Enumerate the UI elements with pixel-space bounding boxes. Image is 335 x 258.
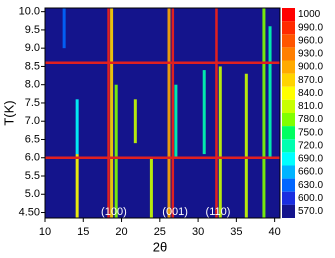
colorbar-label: 810.0 xyxy=(298,101,323,112)
colorbar-label: 600.0 xyxy=(298,193,323,204)
colorbar-label: 630.0 xyxy=(298,180,323,191)
colorbar-swatch xyxy=(282,34,295,48)
intensity-streak xyxy=(149,157,153,218)
colorbar-swatch xyxy=(282,139,295,153)
colorbar-swatch xyxy=(282,73,295,87)
colorbar-swatch xyxy=(282,178,295,192)
x-tick-label: 15 xyxy=(77,226,89,238)
intensity-streak xyxy=(75,99,79,155)
intensity-streak xyxy=(133,99,137,144)
colorbar-swatch xyxy=(282,21,295,35)
colorbar-label: 930.0 xyxy=(298,49,323,60)
colorbar-label: 990.0 xyxy=(298,22,323,33)
intensity-streak xyxy=(62,8,66,49)
colorbar-swatch xyxy=(282,8,295,22)
intensity-streak xyxy=(114,84,118,219)
colorbar-swatch xyxy=(282,152,295,166)
colorbar-swatch xyxy=(282,47,295,61)
x-axis-label: 2θ xyxy=(153,239,167,254)
intensity-streak xyxy=(75,154,79,218)
colorbar-label: 570.0 xyxy=(298,206,323,217)
intensity-streak xyxy=(218,66,222,218)
intensity-streak xyxy=(167,8,171,218)
plot-background xyxy=(45,8,280,218)
y-tick-label: 9.5 xyxy=(25,24,40,36)
colorbar-label: 690.0 xyxy=(298,154,323,165)
y-tick-label: 9.0 xyxy=(25,42,40,54)
peak-annotation: (110) xyxy=(206,206,231,218)
colorbar-swatch xyxy=(282,204,295,218)
y-tick-label: 7.5 xyxy=(25,97,40,109)
y-tick-label: 8.0 xyxy=(25,79,40,91)
y-tick-label: 4.50 xyxy=(19,206,40,218)
intensity-streak xyxy=(244,73,248,218)
y-tick-label: 5.0 xyxy=(25,188,40,200)
y-tick-label: 7.0 xyxy=(25,115,40,127)
colorbar-swatch xyxy=(282,126,295,140)
peak-annotation: (001) xyxy=(162,206,188,218)
x-tick-label: 20 xyxy=(115,226,127,238)
colorbar-swatch xyxy=(282,86,295,100)
colorbar-swatch xyxy=(282,165,295,179)
y-axis-label: T(K) xyxy=(1,100,16,125)
y-tick-label: 8.5 xyxy=(25,60,40,72)
colorbar-label: 1000 xyxy=(298,9,321,20)
plot-frame xyxy=(44,7,281,219)
intensity-streak xyxy=(110,8,114,218)
colorbar-label: 840.0 xyxy=(298,88,323,99)
colorbar-swatch xyxy=(282,191,295,205)
y-tick-label: 6.5 xyxy=(25,133,40,145)
intensity-streak xyxy=(262,8,266,218)
x-tick-label: 30 xyxy=(192,226,204,238)
y-tick-label: 6.0 xyxy=(25,152,40,164)
x-tick-label: 25 xyxy=(154,226,166,238)
colorbar-label: 750.0 xyxy=(298,127,323,138)
colorbar-label: 900.0 xyxy=(298,62,323,73)
colorbar-label: 660.0 xyxy=(298,167,323,178)
x-tick-label: 40 xyxy=(269,226,281,238)
colorbar-label: 720.0 xyxy=(298,140,323,151)
x-tick-label: 35 xyxy=(230,226,242,238)
colorbar-label: 960.0 xyxy=(298,35,323,46)
colorbar-swatch xyxy=(282,99,295,113)
intensity-streak xyxy=(174,84,178,158)
intensity-streak xyxy=(202,70,206,155)
intensity-streak xyxy=(268,26,272,158)
colorbar-label: 780.0 xyxy=(298,114,323,125)
colorbar-swatch xyxy=(282,60,295,74)
colorbar-label: 870.0 xyxy=(298,75,323,86)
peak-annotation: (100) xyxy=(101,206,127,218)
colorbar-swatch xyxy=(282,113,295,127)
x-tick-label: 10 xyxy=(39,226,51,238)
y-tick-label: 10.0 xyxy=(19,6,40,18)
y-tick-label: 5.5 xyxy=(25,170,40,182)
